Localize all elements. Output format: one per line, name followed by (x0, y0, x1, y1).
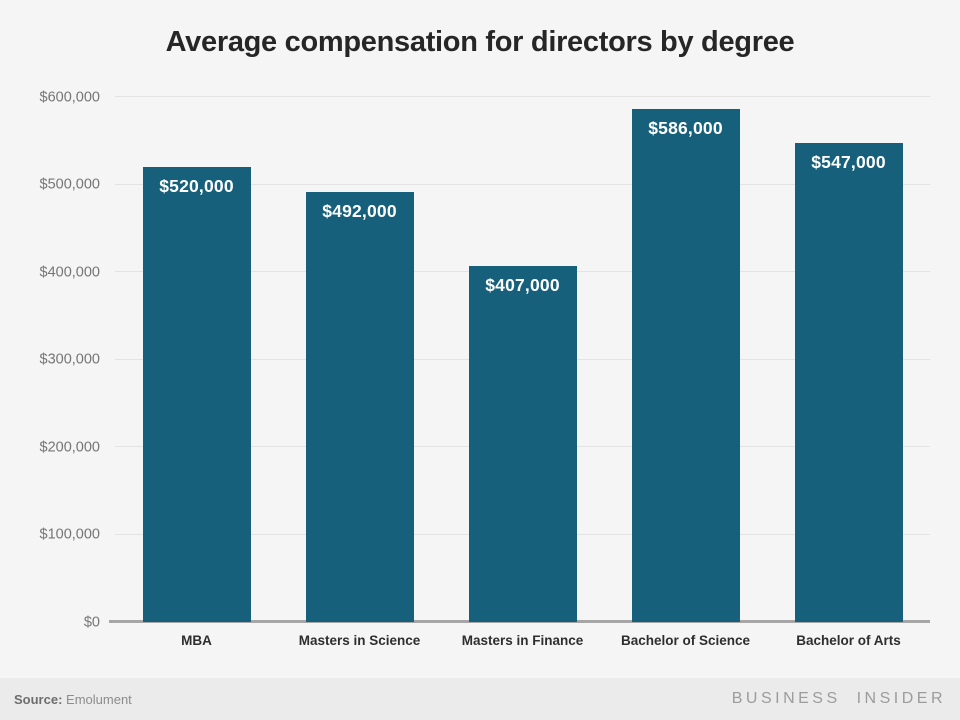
x-category-label: Masters in Finance (461, 633, 584, 648)
bar: $520,000 (142, 167, 251, 622)
x-axis: MBA Masters in Science Masters in Finance B… (115, 633, 930, 653)
y-tick-label: $400,000 (39, 263, 100, 280)
y-tick-label: $500,000 (39, 176, 100, 193)
x-category-label: Bachelor of Science (620, 633, 751, 648)
y-tick-label: $300,000 (39, 351, 100, 368)
source-value: Emolument (66, 691, 132, 707)
bar-value-label: $407,000 (485, 274, 560, 295)
bar-value-label: $492,000 (322, 200, 397, 221)
y-tick-label: $200,000 (39, 438, 100, 455)
gridline (115, 96, 930, 97)
bar: $407,000 (468, 265, 577, 622)
y-axis: $0 $100,000 $200,000 $300,000 $400,000 $500,0… (0, 90, 100, 629)
footer-bar: Source: Emolument BUSINESS INSIDER (0, 678, 960, 720)
bar-value-label: $547,000 (811, 152, 886, 173)
plot-area: $520,000 $492,000 $407,000 $586,000 $547,000 (109, 96, 930, 623)
bar: $547,000 (794, 143, 903, 622)
y-tick-label: $600,000 (39, 88, 100, 105)
bar: $586,000 (631, 109, 740, 622)
brand-logo: BUSINESS INSIDER (731, 690, 946, 707)
chart-title: Average compensation for directors by de… (165, 26, 795, 58)
y-tick-label: $0 (83, 613, 100, 630)
x-category-label: Bachelor of Arts (796, 633, 901, 648)
gridline (115, 183, 930, 185)
source-credit: Source: Emolument (14, 692, 132, 707)
y-tick-label: $100,000 (39, 526, 100, 543)
x-category-label: Masters in Science (298, 633, 421, 648)
bar: $492,000 (305, 191, 414, 622)
bar-value-label: $586,000 (648, 118, 723, 139)
x-category-label: MBA (181, 633, 212, 648)
source-label: Source: (14, 691, 63, 707)
bar-value-label: $520,000 (159, 176, 234, 196)
